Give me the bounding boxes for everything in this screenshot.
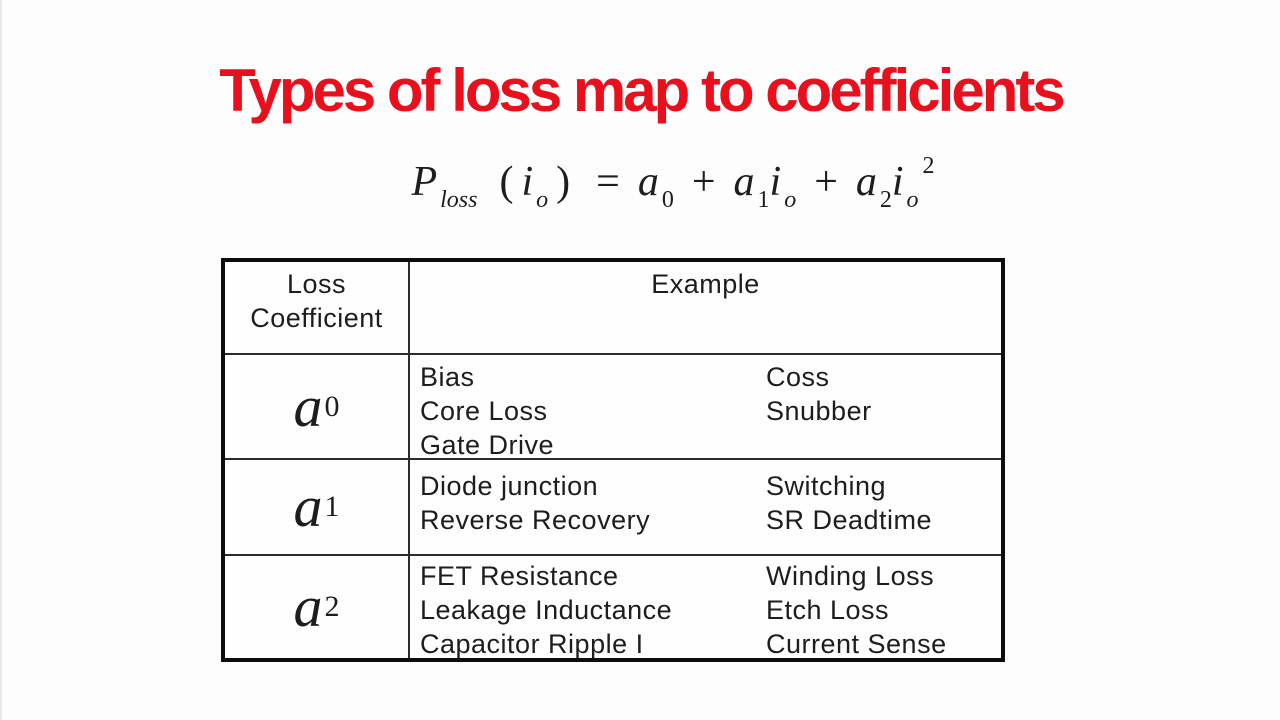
formula-i2: i [769,159,782,205]
formula-i3: i [891,159,904,205]
example-cell-a0: Bias Core Loss Gate Drive Coss Snubber [410,355,1001,460]
coef-a1-symbol: a [293,474,323,539]
formula-left-paren: ( [499,159,514,205]
formula-plus-2: + [814,159,838,205]
formula-i2-subscript: o [784,187,797,213]
example-item: Leakage Inductance [420,595,673,625]
formula-i3-subscript: o [906,187,919,213]
formula-equals: = [596,159,620,205]
coef-a0-symbol: a [293,373,323,439]
example-item: SR Deadtime [766,505,933,535]
formula-a1-subscript: 1 [757,187,770,213]
formula-a0: a [637,159,659,205]
example-item: Reverse Recovery [420,505,651,535]
example-right-column: Winding Loss Etch Loss Current Sense [766,559,947,658]
formula-a2: a [855,159,877,205]
example-cell-a2: FET Resistance Leakage Inductance Capaci… [410,556,1001,658]
example-item: Gate Drive [420,430,555,460]
example-item: Current Sense [766,629,947,658]
example-item: Core Loss [420,396,548,426]
formula-right-paren: ) [556,159,571,205]
example-right-column: Coss Snubber [766,360,872,428]
formula-a1: a [733,159,755,205]
example-item: Etch Loss [766,595,890,625]
example-item: Capacitor Ripple I [420,629,644,658]
example-item: Coss [766,362,830,392]
formula-i-subscript: o [536,187,549,213]
slide-title: Types of loss map to coefficients [219,57,1065,124]
header-line-2: Coefficient [250,303,383,333]
table-header-example: Example [410,262,1001,355]
coef-a2-symbol: a [293,574,323,639]
formula-P: P [411,159,438,205]
formula-i: i [521,159,534,205]
header-example-label: Example [651,269,760,299]
formula-a0-subscript: 0 [661,187,674,213]
formula-plus-1: + [691,159,716,205]
table-header-loss-coefficient: Loss Coefficient [225,262,410,355]
formula-P-subscript: loss [440,187,478,213]
formula-a2-subscript: 2 [879,187,892,213]
header-line-1: Loss [286,269,347,299]
example-item: Switching [766,471,887,501]
example-item: Snubber [766,396,872,426]
example-item: Bias [420,362,475,392]
example-item: Winding Loss [766,561,935,591]
example-cell-a1: Diode junction Reverse Recovery Switchin… [410,460,1001,556]
example-right-column: Switching SR Deadtime [766,469,932,537]
formula-squared: 2 [922,153,935,179]
example-item: Diode junction [420,471,599,501]
example-item: FET Resistance [420,561,619,591]
